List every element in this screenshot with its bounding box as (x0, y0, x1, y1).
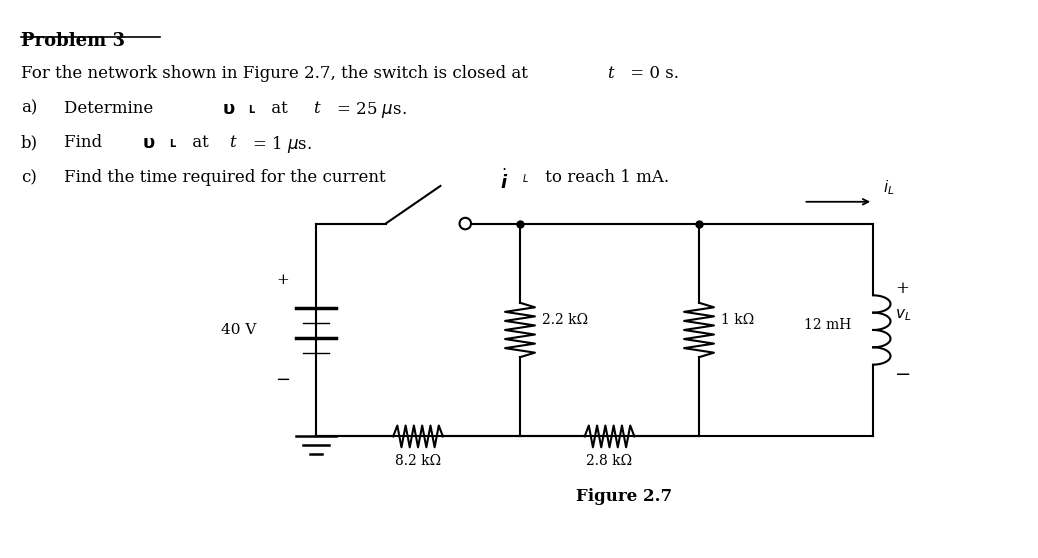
Text: t: t (313, 100, 320, 117)
Text: For the network shown in Figure 2.7, the switch is closed at: For the network shown in Figure 2.7, the… (21, 65, 532, 82)
Text: $\mathbf{\upsilon}$: $\mathbf{\upsilon}$ (142, 134, 156, 152)
Text: +: + (895, 280, 909, 297)
Text: t: t (229, 134, 237, 151)
Text: 8.2 kΩ: 8.2 kΩ (395, 454, 441, 468)
Text: Figure 2.7: Figure 2.7 (576, 488, 673, 505)
Text: +: + (276, 273, 289, 287)
Text: c): c) (21, 169, 36, 186)
Text: Find the time required for the current: Find the time required for the current (64, 169, 391, 186)
Text: Find: Find (64, 134, 108, 151)
Text: at: at (267, 100, 294, 117)
Text: Problem 3: Problem 3 (21, 32, 125, 50)
Text: at: at (187, 134, 214, 151)
Text: $v_L$: $v_L$ (895, 307, 911, 323)
Text: $\mathbf{\upsilon}$: $\mathbf{\upsilon}$ (221, 100, 235, 118)
Text: $i_L$: $i_L$ (883, 178, 895, 197)
Text: a): a) (21, 100, 37, 117)
Text: Determine: Determine (64, 100, 159, 117)
Text: −: − (895, 365, 911, 383)
Text: 2.2 kΩ: 2.2 kΩ (542, 313, 588, 327)
Text: = 0 s.: = 0 s. (626, 65, 680, 82)
Text: $\dot{\boldsymbol{i}}$: $\dot{\boldsymbol{i}}$ (500, 169, 509, 194)
Text: 40 V: 40 V (221, 323, 256, 337)
Text: to reach 1 mA.: to reach 1 mA. (540, 169, 670, 186)
Text: t: t (607, 65, 614, 82)
Text: = 25 $\mu$s.: = 25 $\mu$s. (331, 100, 407, 120)
Text: −: − (275, 371, 290, 388)
Text: b): b) (21, 134, 37, 151)
Text: $\boldsymbol{_L}$: $\boldsymbol{_L}$ (522, 171, 529, 185)
Text: $\mathbf{_L}$: $\mathbf{_L}$ (169, 137, 176, 151)
Text: $\mathbf{_L}$: $\mathbf{_L}$ (248, 102, 256, 116)
Text: 1 kΩ: 1 kΩ (721, 313, 755, 327)
Text: 2.8 kΩ: 2.8 kΩ (586, 454, 632, 468)
Text: = 1 $\mu$s.: = 1 $\mu$s. (247, 134, 312, 156)
Text: 12 mH: 12 mH (804, 318, 851, 332)
